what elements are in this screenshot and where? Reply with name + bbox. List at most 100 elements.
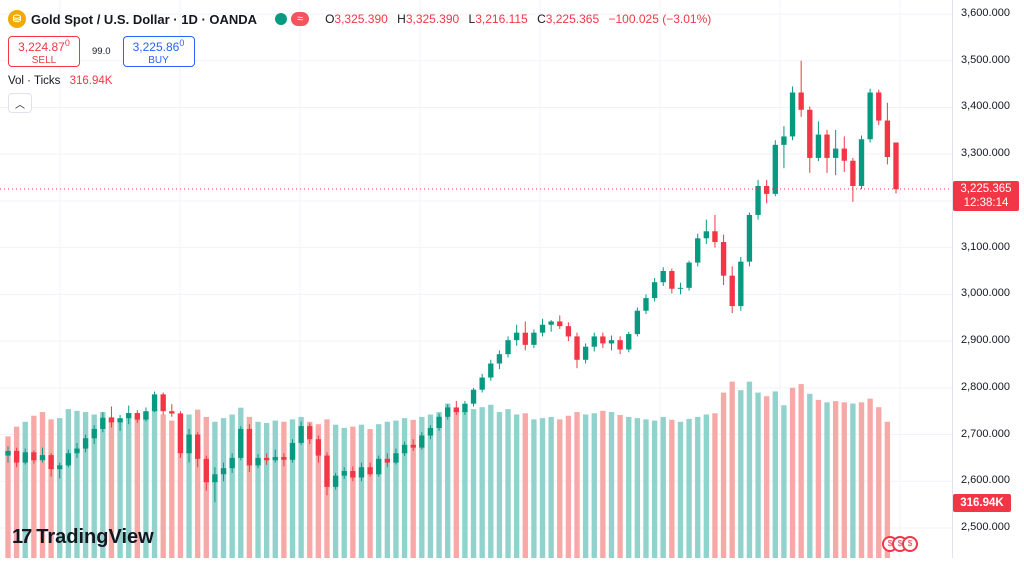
price-tick-label: 2,700.000 — [961, 427, 1010, 440]
candle — [169, 404, 175, 417]
candle-body — [229, 457, 235, 469]
volume-bar — [867, 398, 873, 558]
price-chart[interactable] — [0, 0, 952, 558]
candle — [108, 406, 115, 428]
candle-body — [729, 275, 735, 307]
candle-body — [445, 407, 451, 417]
candle — [600, 332, 606, 349]
candle-body — [548, 321, 554, 325]
candle — [513, 324, 520, 346]
volume-bar — [134, 414, 140, 558]
candle-body — [246, 428, 253, 466]
candle — [134, 410, 140, 423]
volume-bar — [65, 409, 72, 558]
candle — [203, 455, 209, 491]
candle — [626, 331, 632, 353]
candle — [781, 126, 787, 169]
candle-body — [307, 426, 313, 440]
candle — [238, 426, 244, 461]
candle — [858, 135, 865, 190]
candle-body — [867, 92, 873, 140]
candle-body — [798, 92, 804, 110]
candle-body — [617, 340, 623, 350]
candle — [289, 439, 296, 463]
candle-body — [824, 134, 830, 158]
volume-bar — [608, 412, 615, 558]
volume-bar — [496, 412, 503, 558]
candle — [712, 214, 718, 248]
volume-bar — [565, 415, 572, 558]
candle — [453, 400, 459, 415]
candle-body — [186, 434, 192, 454]
logo-text: TradingView — [36, 526, 154, 548]
candle-body — [39, 455, 46, 461]
events-icon[interactable]: ≈ — [291, 12, 310, 26]
candle-body — [505, 340, 511, 355]
candle-body — [350, 470, 356, 478]
volume-bar — [100, 412, 106, 558]
candle-body — [255, 457, 261, 466]
candle — [384, 453, 391, 468]
volume-bar — [13, 426, 20, 558]
candle — [591, 332, 597, 352]
price-tick-label: 2,600.000 — [961, 474, 1010, 487]
volume-bar — [815, 399, 822, 558]
candle — [755, 179, 761, 220]
candle — [367, 462, 373, 477]
tradingview-logo[interactable]: 17 TradingView — [12, 526, 154, 549]
volume-bar — [315, 424, 322, 558]
gold-coin-icon[interactable]: ⛁ — [8, 10, 26, 28]
volume-bar — [289, 419, 296, 558]
candle — [324, 452, 330, 496]
volume-bar — [22, 421, 28, 558]
candle-body — [194, 434, 201, 459]
price-axis[interactable]: 3,600.0003,500.0003,400.0003,300.0003,20… — [952, 0, 1024, 558]
symbol-legend: ⛁ Gold Spot / U.S. Dollar · 1D · OANDA ≈… — [8, 8, 711, 113]
candle-body — [591, 336, 597, 347]
candle — [643, 294, 649, 314]
volume-bar — [358, 424, 365, 558]
buy-button[interactable]: 3,225.860 BUY — [122, 36, 195, 67]
sell-button[interactable]: 3,224.870 SELL — [8, 36, 80, 67]
volume-bar — [117, 419, 123, 558]
candle-body — [738, 261, 744, 307]
market-open-icon[interactable] — [275, 13, 288, 25]
candle — [39, 447, 46, 463]
change-value: −100.025 (−3.01%) — [608, 12, 712, 26]
volume-bar — [177, 413, 184, 558]
candle — [376, 455, 382, 477]
collapse-legend-button[interactable]: ︿ — [8, 93, 32, 113]
volume-bar — [238, 407, 244, 558]
candle — [410, 439, 416, 451]
candle-body — [401, 444, 408, 454]
volume-legend[interactable]: Vol · Ticks 316.94K — [8, 75, 711, 87]
candle — [557, 315, 563, 329]
candle — [539, 318, 546, 337]
candle-body — [565, 326, 572, 337]
volume-bar — [281, 421, 287, 558]
candle — [272, 449, 278, 463]
volume-bar — [376, 424, 382, 558]
symbol-title[interactable]: Gold Spot / U.S. Dollar · 1D · OANDA — [31, 11, 258, 27]
candle — [5, 446, 11, 463]
volume-bar — [772, 391, 778, 558]
chart-area[interactable] — [0, 0, 952, 558]
candle — [582, 343, 589, 364]
candle — [841, 136, 847, 172]
candle — [229, 453, 235, 473]
candle — [798, 60, 804, 117]
candle-body — [203, 458, 209, 483]
volume-bar — [522, 413, 528, 558]
high-label: H — [397, 12, 406, 26]
candle — [738, 256, 744, 311]
candle — [686, 260, 692, 291]
currency-flags[interactable]: $ $ $ — [882, 536, 918, 552]
price-tick-label: 2,500.000 — [961, 521, 1010, 533]
candle-body — [332, 475, 339, 487]
candle-body — [695, 238, 701, 263]
candle-body — [764, 185, 770, 194]
candle-body — [151, 394, 158, 412]
candle-body — [367, 467, 373, 475]
candle — [445, 404, 451, 420]
candle-body — [470, 389, 477, 404]
